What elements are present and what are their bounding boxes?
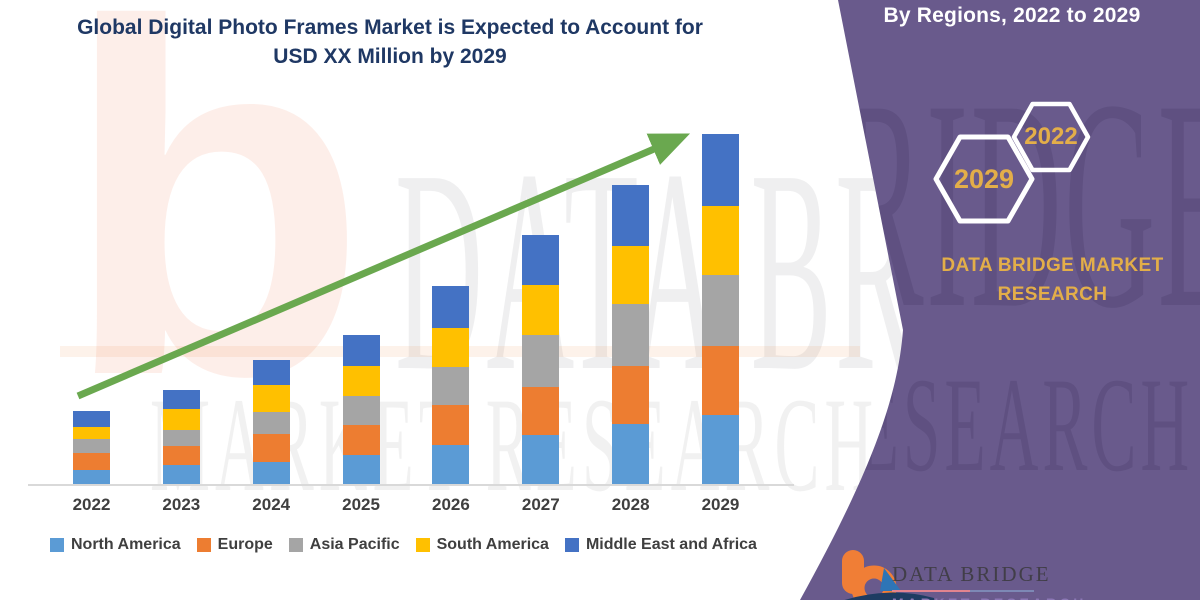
bar-segment-2027-south-america: [522, 285, 560, 335]
bar-segment-2027-asia-pacific: [522, 335, 560, 387]
bar-segment-2026-middle-east-and-africa: [432, 286, 470, 328]
bar-segment-2025-europe: [342, 425, 380, 455]
bar-segment-2022-south-america: [73, 427, 110, 439]
bar-segment-2029-south-america: [701, 206, 739, 275]
bar-segment-2022-asia-pacific: [73, 439, 110, 453]
bar-2027: [522, 235, 560, 485]
x-axis-label-2023: 2023: [162, 495, 201, 514]
brand-hexagons: [933, 101, 1091, 224]
bar-2024: [252, 360, 290, 485]
bar-segment-2026-north-america: [432, 445, 470, 485]
bar-segment-2024-asia-pacific: [252, 412, 290, 434]
bar-segment-2024-middle-east-and-africa: [252, 360, 290, 385]
bar-segment-2028-asia-pacific: [612, 304, 650, 366]
bar-segment-2023-north-america: [162, 465, 200, 485]
bar-segment-2029-middle-east-and-africa: [701, 134, 739, 206]
bar-segment-2026-europe: [432, 405, 470, 445]
bar-segment-2023-south-america: [162, 409, 200, 430]
hexagon-2029-label: 2029: [953, 164, 1015, 194]
x-axis-label-2025: 2025: [342, 495, 380, 514]
data-bridge-logo-icon: [842, 550, 934, 600]
legend-label: North America: [71, 536, 181, 553]
legend-label: Europe: [217, 536, 273, 553]
bar-segment-2023-asia-pacific: [162, 430, 200, 446]
bar-segment-2024-north-america: [252, 462, 290, 485]
panel-brand-line1: DATA BRIDGE MARKET: [941, 255, 1164, 276]
bar-segment-2027-north-america: [522, 435, 560, 485]
footer-brand-tagline: MARKET RESEARCH: [892, 595, 1083, 600]
footer-logo: [826, 546, 936, 600]
bar-2025: [342, 335, 380, 485]
legend-swatch: [196, 538, 211, 552]
bar-segment-2022-europe: [73, 453, 110, 470]
legend-swatch: [50, 538, 64, 552]
bar-segment-2025-south-america: [342, 366, 380, 396]
bar-segment-2027-europe: [522, 387, 560, 435]
chart-title-line1: Global Digital Photo Frames Market is Ex…: [77, 16, 703, 39]
bar-segment-2024-south-america: [252, 385, 290, 412]
chart-plot: [0, 125, 810, 485]
bar-segment-2022-middle-east-and-africa: [73, 411, 110, 427]
legend-label: Asia Pacific: [309, 536, 400, 553]
x-axis-labels: 2022 2023 2024 2025 2026 2027 2028 2029: [0, 495, 810, 519]
bar-segment-2022-north-america: [73, 470, 110, 485]
bar-segment-2028-south-america: [612, 246, 650, 304]
bar-segment-2029-europe: [701, 346, 739, 415]
legend: North America Europe Asia Pacific South Ame…: [50, 536, 757, 554]
x-axis-label-2028: 2028: [611, 495, 650, 514]
bar-segment-2025-north-america: [342, 455, 380, 485]
legend-item-north-america: North America: [50, 536, 181, 554]
legend-label: Middle East and Africa: [585, 536, 757, 553]
chart-title-line2: USD XX Million by 2029: [273, 45, 507, 68]
hexagon-2022-label: 2022: [1024, 123, 1078, 150]
panel-brand: DATA BRIDGE MARKET RESEARCH: [925, 251, 1180, 309]
legend-swatch: [415, 538, 430, 552]
bar-segment-2023-middle-east-and-africa: [162, 390, 200, 409]
bar-segment-2027-middle-east-and-africa: [522, 235, 560, 285]
bar-segment-2029-north-america: [701, 415, 739, 485]
footer-brand-text: DATA BRIDGE MARKET RESEARCH: [892, 562, 1083, 600]
bar-segment-2025-middle-east-and-africa: [342, 335, 380, 366]
bar-2029: [701, 134, 739, 485]
bar-segment-2026-asia-pacific: [432, 367, 470, 405]
x-axis-label-2026: 2026: [432, 495, 470, 514]
bar-segment-2024-europe: [252, 434, 290, 462]
bar-segment-2028-middle-east-and-africa: [612, 185, 650, 246]
footer-brand-name: DATA BRIDGE: [892, 562, 1051, 586]
legend-item-middle-east-and-africa: Middle East and Africa: [564, 536, 757, 554]
bar-segment-2025-asia-pacific: [342, 396, 380, 425]
x-axis-label-2022: 2022: [72, 495, 111, 514]
bar-segment-2028-europe: [612, 366, 650, 424]
bar-2023: [162, 390, 200, 485]
bar-2028: [612, 185, 650, 485]
x-axis-label-2024: 2024: [252, 495, 291, 514]
chart-title: Global Digital Photo Frames Market is Ex…: [0, 13, 780, 71]
footer-brand-underline: [892, 590, 1034, 592]
bar-segment-2026-south-america: [432, 328, 470, 367]
legend-label: South America: [436, 536, 549, 553]
x-axis-label-2029: 2029: [701, 495, 740, 514]
bar-segment-2029-asia-pacific: [701, 275, 739, 346]
legend-swatch: [564, 538, 579, 552]
panel-heading: By Regions, 2022 to 2029: [883, 4, 1141, 27]
bar-2022: [73, 411, 110, 485]
bar-segment-2028-north-america: [612, 424, 650, 485]
legend-item-asia-pacific: Asia Pacific: [288, 536, 400, 554]
legend-swatch: [288, 538, 303, 552]
bar-2026: [432, 286, 470, 485]
panel-brand-line2: RESEARCH: [997, 284, 1108, 305]
legend-item-south-america: South America: [415, 536, 549, 554]
x-axis-label-2027: 2027: [521, 495, 560, 514]
bar-segment-2023-europe: [162, 446, 200, 465]
legend-item-europe: Europe: [196, 536, 273, 554]
x-axis-line: [28, 484, 794, 486]
